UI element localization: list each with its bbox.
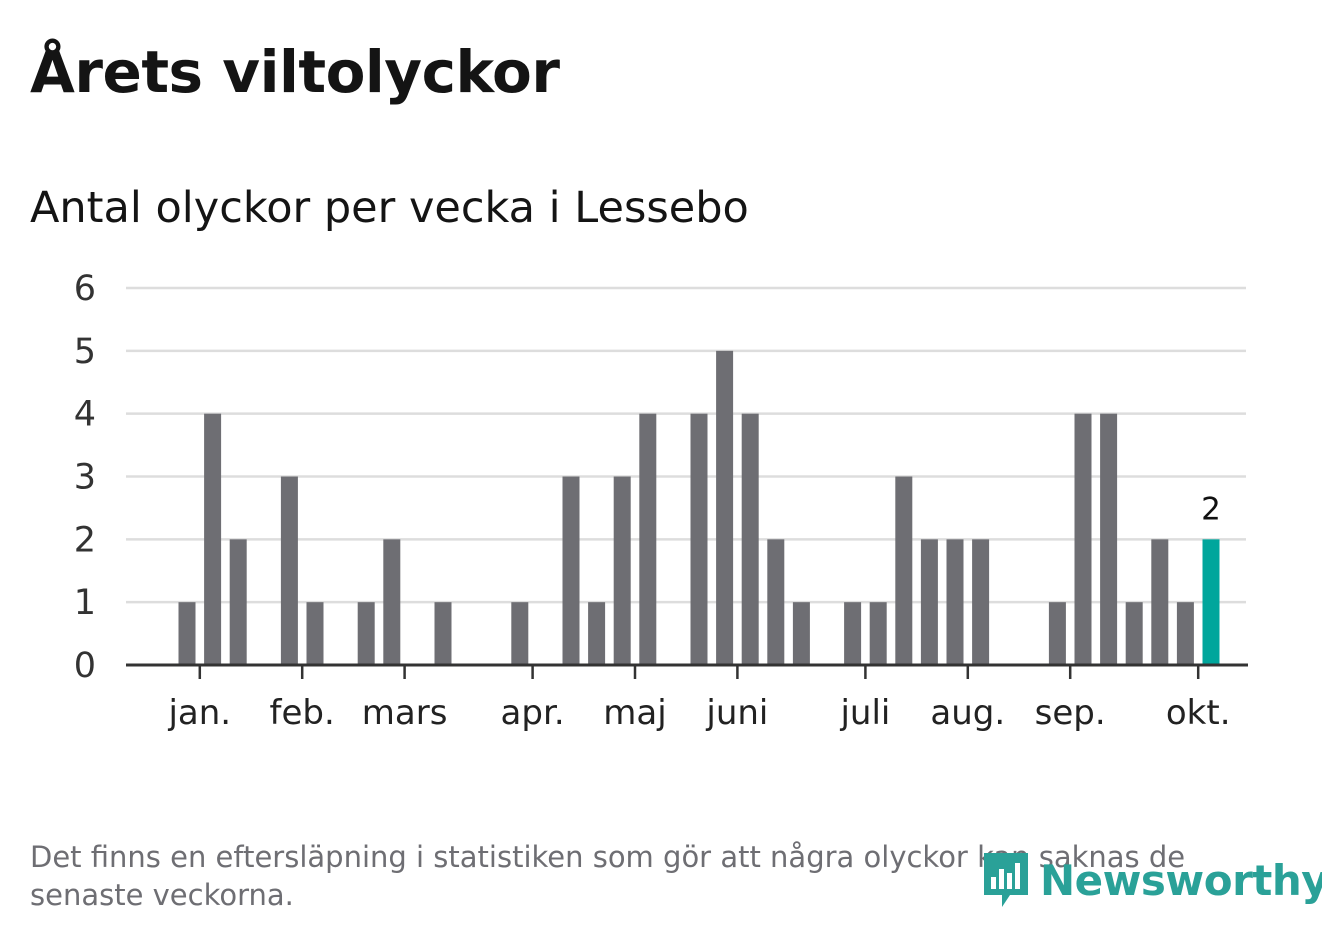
data-label-latest: 2 xyxy=(1201,491,1221,527)
month-label: juni xyxy=(705,693,768,733)
bar xyxy=(511,602,529,665)
bar xyxy=(1125,602,1143,665)
bar xyxy=(792,602,810,665)
bar xyxy=(972,539,990,665)
bar xyxy=(920,539,938,665)
month-label: sep. xyxy=(1035,693,1106,733)
y-tick-label: 2 xyxy=(74,520,96,560)
logo-text: Newsworthy xyxy=(1040,855,1322,905)
bar xyxy=(741,413,759,665)
bar xyxy=(562,476,580,665)
bar xyxy=(383,539,401,665)
bar xyxy=(767,539,785,665)
bar xyxy=(1074,413,1092,665)
bar xyxy=(280,476,298,665)
month-label: apr. xyxy=(501,693,565,733)
bar xyxy=(306,602,324,665)
y-tick-label: 4 xyxy=(74,395,96,435)
y-tick-label: 3 xyxy=(74,458,96,498)
bar-latest-week xyxy=(1202,539,1220,665)
bar xyxy=(946,539,964,665)
bar xyxy=(178,602,196,665)
month-label: juli xyxy=(839,693,890,733)
bar xyxy=(1100,413,1118,665)
bar xyxy=(716,350,734,665)
bar xyxy=(357,602,375,665)
bar-chart: 0 1 2 3 4 5 6 2 jan. feb. mars apr. maj juni juli aug. s… xyxy=(74,269,1248,733)
bar xyxy=(690,413,708,665)
bar xyxy=(844,602,862,665)
month-label: jan. xyxy=(167,693,231,733)
y-tick-label: 5 xyxy=(74,332,96,372)
bar xyxy=(1151,539,1169,665)
y-tick-label: 1 xyxy=(74,583,96,623)
y-tick-label: 6 xyxy=(74,269,96,309)
month-label: mars xyxy=(362,693,448,733)
page-title: Årets viltolyckor xyxy=(30,38,560,106)
newsworthy-logo: Newsworthy xyxy=(980,848,1322,912)
y-tick-label: 0 xyxy=(74,646,96,686)
bar xyxy=(1048,602,1066,665)
bar xyxy=(434,602,452,665)
bar xyxy=(229,539,247,665)
bar xyxy=(204,413,222,665)
month-label: okt. xyxy=(1166,693,1231,733)
chart-subtitle: Antal olyckor per vecka i Lessebo xyxy=(30,183,749,233)
month-label: aug. xyxy=(930,693,1005,733)
month-label: maj xyxy=(603,693,666,733)
bar xyxy=(588,602,606,665)
bar xyxy=(1176,602,1194,665)
bar xyxy=(613,476,631,665)
month-label: feb. xyxy=(270,693,335,733)
bar-chart-speech-bubble-icon xyxy=(984,853,1028,907)
bar xyxy=(895,476,913,665)
bar xyxy=(869,602,887,665)
bar xyxy=(639,413,657,665)
